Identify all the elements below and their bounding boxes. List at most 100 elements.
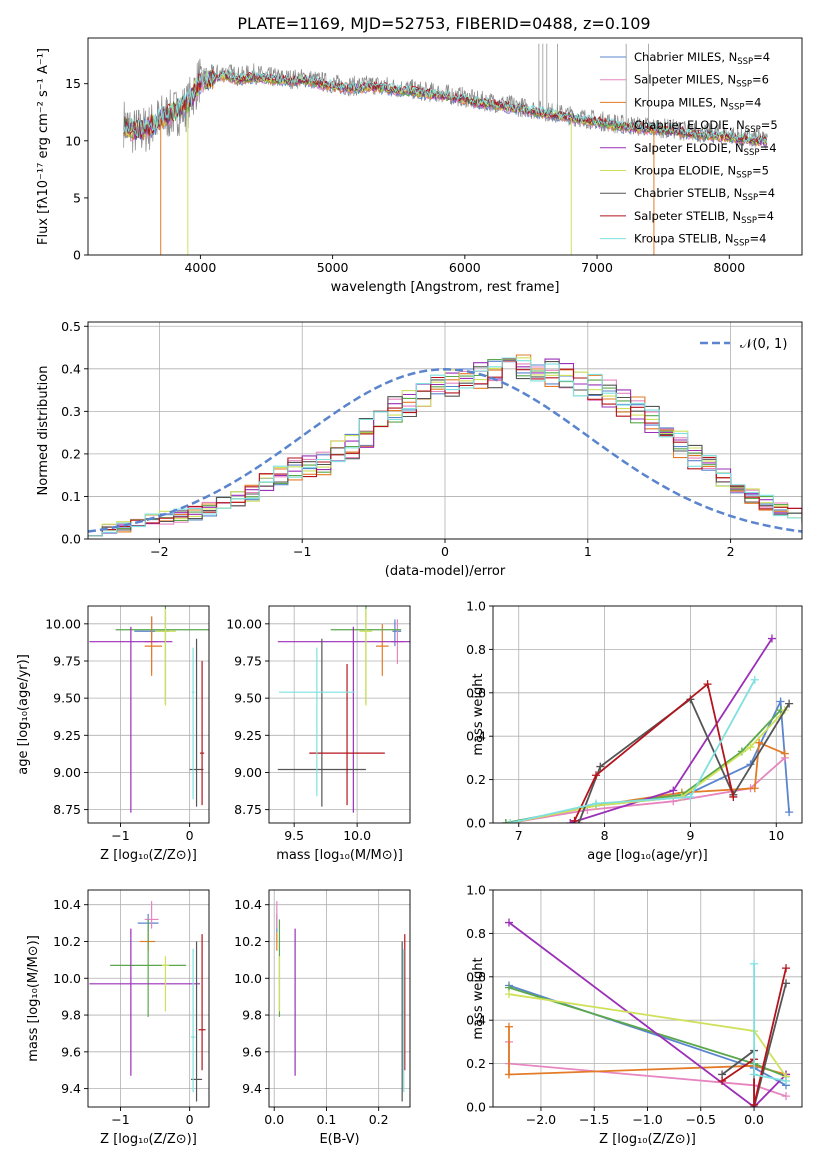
y-tick-label: 9.6 xyxy=(61,1044,81,1059)
plot-area-mass-vs-z xyxy=(89,901,206,1102)
y-tick-label: 9.00 xyxy=(234,765,262,780)
y-tick-label: 9.4 xyxy=(61,1081,81,1096)
series-marker-kroupa-miles xyxy=(504,1070,513,1079)
legend-label-kroupa-stelib: Kroupa STELIB, NSSP=4 xyxy=(634,232,766,249)
series-marker-chabrier-stelib xyxy=(785,699,794,708)
errorbar-salpeter-elodie xyxy=(89,928,201,1076)
chart-mass-vs-z: −1 0 9.4 9.6 9.8 10.0 10.2 10.4 Z [log₁₀(Z/Z⊙)] m… xyxy=(26,889,210,1147)
series-kroupa-stelib xyxy=(506,675,759,823)
y-tick-label: 9.00 xyxy=(53,765,81,780)
errorbar-salpeter-stelib xyxy=(200,660,205,806)
y-tick-label: 8.75 xyxy=(234,802,262,817)
y-tick-label: 0 xyxy=(73,248,81,263)
x-tick-label: −1 xyxy=(111,1112,129,1127)
y-tick-label: 9.8 xyxy=(61,1008,81,1023)
figure-title: PLATE=1169, MJD=52753, FIBERID=0488, z=0… xyxy=(237,14,650,33)
legend-label-gaussian: 𝒩(0, 1) xyxy=(740,337,787,352)
y-tick-label: 10 xyxy=(65,133,81,148)
series-marker-kroupa-miles xyxy=(780,749,789,758)
x-tick-label: 0.0 xyxy=(744,1112,764,1127)
histogram-kroupa-elodie xyxy=(88,357,802,537)
y-tick-label: 0.4 xyxy=(466,729,486,744)
x-tick-label: 2 xyxy=(727,544,735,559)
series-marker-chabrier-miles xyxy=(785,808,794,817)
errorbar-chabrier-stelib xyxy=(189,638,204,807)
x-tick-label: −1 xyxy=(293,544,311,559)
x-tick-label: 10.0 xyxy=(343,828,371,843)
x-tick-label: 8 xyxy=(601,828,609,843)
series-marker-salpeter-miles xyxy=(782,1092,791,1101)
spectrum-model-kroupa-stelib xyxy=(123,68,768,144)
series-marker-salpeter-stelib xyxy=(718,1076,727,1085)
series-kroupa-stelib xyxy=(750,959,791,1085)
y-tick-label: 10.0 xyxy=(234,971,262,986)
series-marker-kroupa-stelib xyxy=(782,1076,791,1085)
series-marker-kroupa-stelib xyxy=(750,675,759,684)
y-tick-label: 10.4 xyxy=(53,897,81,912)
y-tick-label: 0.2 xyxy=(466,772,486,787)
legend-label-chabrier-miles: Chabrier MILES, NSSP=4 xyxy=(634,50,770,67)
y-tick-label: 0.1 xyxy=(61,489,81,504)
y-axis-label: mass [log₁₀(M/M⊙)] xyxy=(26,935,41,1062)
legend-label-salpeter-elodie: Salpeter ELODIE, NSSP=4 xyxy=(634,141,777,158)
errorbar-kroupa-elodie xyxy=(161,956,169,1012)
y-tick-label: 15 xyxy=(65,76,81,91)
errorbar-salpeter-stelib xyxy=(309,663,385,806)
y-tick-label: 9.25 xyxy=(234,728,262,743)
errorbar-kroupa-elodie xyxy=(155,608,176,706)
chart-residuals: −2 −1 0 1 2 0.0 0.1 0.2 0.3 0.4 0.5 (data-model)/er… xyxy=(36,319,803,579)
errorbar-kroupa-miles xyxy=(376,623,389,676)
x-tick-label: 0.0 xyxy=(264,1112,284,1127)
plot-area-age-vs-mass xyxy=(277,606,410,813)
axes-frame-age-vs-z xyxy=(87,605,210,824)
x-tick-label: −2.0 xyxy=(526,1112,556,1127)
y-tick-label: 0.6 xyxy=(466,685,486,700)
series-marker-salpeter-stelib xyxy=(703,680,712,689)
errorbar-kroupa-stelib xyxy=(191,647,195,800)
y-tick-label: 10.00 xyxy=(45,616,81,631)
spectrum-legend: Chabrier MILES, NSSP=4 Salpeter MILES, NS… xyxy=(600,50,778,249)
y-tick-label: 9.75 xyxy=(234,653,262,668)
series-marker-kroupa-elodie xyxy=(504,990,513,999)
plot-area-mass-weight-vs-z xyxy=(504,918,791,1107)
x-tick-label: 0.2 xyxy=(369,1112,389,1127)
plot-area-mass-weight-vs-age xyxy=(501,634,794,823)
errorbar-chabrier-elodie xyxy=(110,919,187,1017)
y-tick-label: 1.0 xyxy=(466,599,486,614)
y-tick-label: 0.2 xyxy=(61,446,81,461)
y-axis-label: age [log₁₀(age/yr)] xyxy=(16,654,31,775)
series-line-kroupa-stelib xyxy=(510,679,756,823)
histogram-salpeter-elodie xyxy=(88,358,802,537)
x-tick-label: −0.5 xyxy=(686,1112,716,1127)
y-tick-label: 0.0 xyxy=(466,816,486,831)
y-tick-label: 10.0 xyxy=(53,971,81,986)
chart-age-vs-mass: 9.5 10.0 8.75 9.00 9.25 9.50 9.75 10.00 mass [lo… xyxy=(226,605,411,863)
series-marker-salpeter-stelib xyxy=(750,1100,759,1107)
legend-label-kroupa-miles: Kroupa MILES, NSSP=4 xyxy=(634,95,761,112)
x-axis-label: (data-model)/error xyxy=(385,564,506,579)
plot-area-age-vs-z xyxy=(89,606,209,813)
x-axis-label: wavelength [Angstrom, rest frame] xyxy=(331,280,560,295)
y-tick-label: 0.6 xyxy=(466,969,486,984)
x-tick-label: 4000 xyxy=(184,260,216,275)
y-tick-label: 0.0 xyxy=(61,532,81,547)
plot-area-mass-vs-ebv xyxy=(276,901,406,1102)
y-tick-label: 9.75 xyxy=(53,653,81,668)
axes-frame-mass-vs-z xyxy=(87,889,210,1108)
series-salpeter-elodie xyxy=(566,634,776,823)
legend-label-salpeter-stelib: Salpeter STELIB, NSSP=4 xyxy=(634,209,774,226)
y-tick-label: 0.5 xyxy=(61,319,81,334)
axes-frame-mass-weight-vs-age xyxy=(492,605,803,824)
y-tick-label: 10.4 xyxy=(234,897,262,912)
series-marker-salpeter-elodie xyxy=(669,786,678,795)
series-marker-chabrier-stelib xyxy=(596,762,605,771)
x-tick-label: −1 xyxy=(111,828,129,843)
series-marker-salpeter-stelib xyxy=(592,771,600,780)
errorbar-kroupa-stelib xyxy=(191,948,196,1093)
errorbar-salpeter-miles xyxy=(144,901,159,929)
x-tick-label: −1.5 xyxy=(579,1112,609,1127)
errorbar-salpeter-stelib xyxy=(198,934,206,1071)
histogram-salpeter-miles xyxy=(88,360,802,537)
series-marker-kroupa-stelib xyxy=(506,819,515,823)
